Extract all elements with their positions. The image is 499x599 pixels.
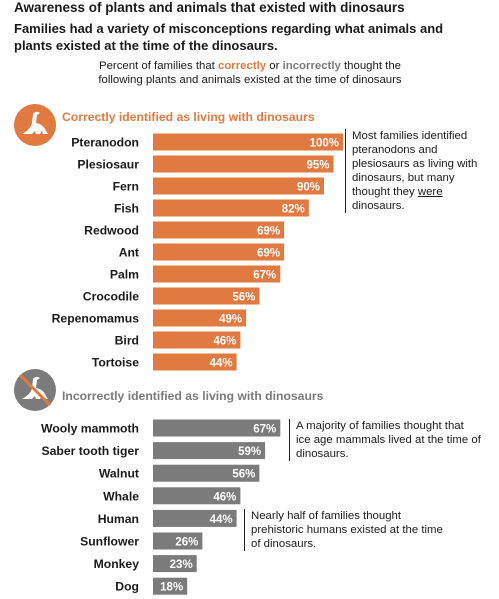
- value-label: 59%: [238, 446, 261, 458]
- annotation-mammals: A majority of families thought that ice …: [289, 419, 481, 461]
- category-label: Plesiosaur: [77, 158, 139, 172]
- group-title: Correctly identified as living with dino…: [62, 110, 315, 124]
- value-label: 67%: [253, 424, 276, 436]
- bar: [153, 133, 343, 151]
- annotation-mammals-line: dinosaurs.: [296, 448, 349, 460]
- bar: [153, 199, 309, 217]
- annotation-humans-line: of dinosaurs.: [251, 538, 317, 550]
- annotation-correct-line: dinosaurs, but many: [352, 172, 455, 184]
- category-label: Repenomamus: [52, 312, 140, 326]
- value-label: 18%: [160, 582, 183, 594]
- strike-line: [18, 373, 52, 407]
- description-prefix: Percent of families that: [98, 60, 218, 72]
- category-label: Walnut: [99, 467, 139, 481]
- bar: [153, 331, 241, 349]
- category-label: Saber tooth tiger: [41, 444, 139, 458]
- value-label: 90%: [297, 182, 320, 194]
- value-label: 23%: [170, 559, 193, 571]
- value-label: 49%: [219, 314, 242, 326]
- annotation-correct-prefix: thought they: [352, 186, 418, 198]
- bar: [153, 353, 237, 371]
- value-label: 46%: [213, 491, 236, 503]
- bar: [153, 509, 237, 527]
- bar: [153, 155, 334, 173]
- bar: [153, 487, 241, 505]
- category-label: Crocodile: [83, 290, 139, 304]
- value-label: 69%: [257, 226, 280, 238]
- description-line2: following plants and animals existed at …: [98, 74, 402, 86]
- annotation-correct-line: Most families identified: [352, 130, 468, 142]
- description-or: or: [266, 60, 283, 72]
- value-label: 69%: [257, 248, 280, 260]
- chart-title: Awareness of plants and animals that exi…: [14, 0, 405, 15]
- value-label: 46%: [213, 336, 236, 348]
- bar: [153, 532, 203, 550]
- category-label: Ant: [119, 246, 139, 260]
- category-label: Wooly mammoth: [41, 422, 139, 436]
- value-label: 95%: [306, 160, 329, 172]
- annotation-correct-underlined: were: [417, 186, 443, 198]
- value-label: 67%: [253, 270, 276, 282]
- category-label: Whale: [103, 489, 139, 503]
- bar: [153, 221, 285, 239]
- bar: [153, 177, 324, 195]
- group-title: Incorrectly identified as living with di…: [62, 389, 324, 403]
- bar: [153, 577, 188, 595]
- category-label: Bird: [115, 334, 139, 348]
- chart-description: Percent of families that correctly or in…: [40, 59, 460, 87]
- category-label: Fish: [114, 202, 139, 216]
- category-label: Tortoise: [92, 356, 139, 370]
- annotation-correct-line: pteranodons and: [352, 144, 438, 156]
- annotation-humans: Nearly half of families thought prehisto…: [244, 509, 443, 551]
- dinosaur-silhouette: [22, 111, 48, 134]
- annotation-correct-line: dinosaurs.: [352, 200, 405, 212]
- bar: [153, 265, 281, 283]
- value-label: 56%: [232, 469, 255, 481]
- annotation-humans-line: Nearly half of families thought: [251, 510, 402, 522]
- annotation-correct-line: thought they were: [352, 185, 477, 199]
- bar: [153, 555, 197, 573]
- value-label: 26%: [175, 537, 198, 549]
- bar: [153, 243, 285, 261]
- category-label: Sunflower: [80, 535, 139, 549]
- category-label: Redwood: [84, 224, 139, 238]
- category-label: Human: [98, 512, 139, 526]
- annotation-mammals-line: A majority of families thought that: [296, 420, 464, 432]
- dinosaur-silhouette: [22, 376, 48, 399]
- category-label: Palm: [110, 268, 139, 282]
- bar: [153, 287, 260, 305]
- annotation-humans-line: prehistoric humans existed at the time: [251, 524, 443, 536]
- description-correctly: correctly: [218, 60, 267, 72]
- chart-subtitle: Families had a variety of misconceptions…: [14, 21, 444, 53]
- value-label: 100%: [310, 138, 339, 150]
- category-label: Monkey: [94, 557, 140, 571]
- bar: [153, 309, 247, 327]
- category-label: Fern: [113, 180, 139, 194]
- bar: [153, 442, 266, 460]
- annotation-mammals-line: ice age mammals lived at the time of: [296, 434, 481, 446]
- category-label: Pteranodon: [71, 136, 139, 150]
- value-label: 44%: [210, 358, 233, 370]
- annotation-correct: Most families identified pteranodons and…: [345, 129, 477, 213]
- bar: [153, 464, 260, 482]
- value-label: 44%: [210, 514, 233, 526]
- description-suffix: thought the: [340, 60, 402, 72]
- value-label: 82%: [282, 204, 305, 216]
- category-label: Dog: [115, 580, 139, 594]
- value-label: 56%: [232, 292, 255, 304]
- description-incorrectly: incorrectly: [282, 60, 341, 72]
- bar: [153, 419, 281, 437]
- annotation-correct-line: plesiosaurs as living with: [352, 158, 478, 170]
